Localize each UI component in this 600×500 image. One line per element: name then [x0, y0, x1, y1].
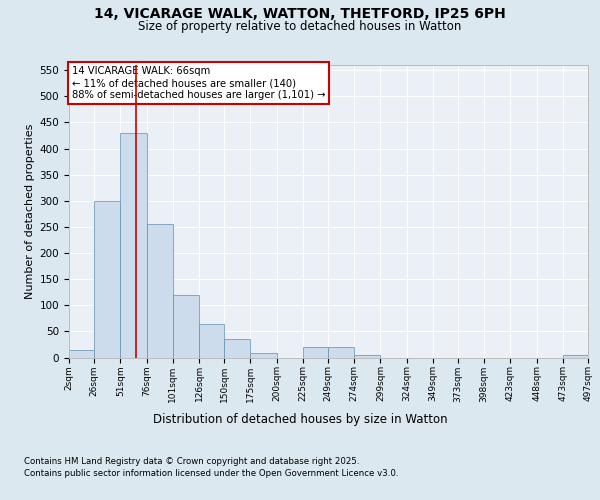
Bar — [563, 355, 588, 358]
Bar — [146, 224, 173, 358]
Bar — [224, 339, 250, 357]
Bar — [250, 354, 277, 358]
Bar — [328, 347, 354, 358]
Text: Contains public sector information licensed under the Open Government Licence v3: Contains public sector information licen… — [24, 468, 398, 477]
Text: Contains HM Land Registry data © Crown copyright and database right 2025.: Contains HM Land Registry data © Crown c… — [24, 458, 359, 466]
Y-axis label: Number of detached properties: Number of detached properties — [25, 124, 35, 299]
Bar — [69, 350, 94, 358]
Text: 14, VICARAGE WALK, WATTON, THETFORD, IP25 6PH: 14, VICARAGE WALK, WATTON, THETFORD, IP2… — [94, 8, 506, 22]
Bar — [303, 347, 328, 358]
Bar — [173, 295, 199, 358]
Bar — [199, 324, 224, 358]
Text: Distribution of detached houses by size in Watton: Distribution of detached houses by size … — [152, 412, 448, 426]
Bar — [94, 201, 121, 358]
Bar — [354, 355, 380, 358]
Text: 14 VICARAGE WALK: 66sqm
← 11% of detached houses are smaller (140)
88% of semi-d: 14 VICARAGE WALK: 66sqm ← 11% of detache… — [71, 66, 325, 100]
Text: Size of property relative to detached houses in Watton: Size of property relative to detached ho… — [139, 20, 461, 33]
Bar — [121, 133, 146, 358]
